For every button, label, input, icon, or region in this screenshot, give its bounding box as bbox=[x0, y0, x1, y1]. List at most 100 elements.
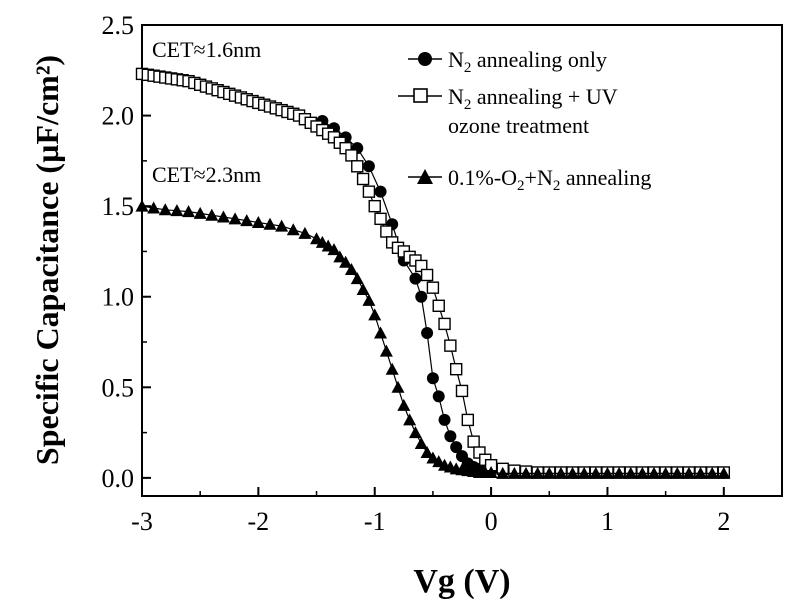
data-point bbox=[216, 210, 230, 223]
x-tick-label: 0 bbox=[485, 507, 498, 536]
data-point bbox=[426, 372, 439, 385]
legend-label-3: 0.1%-O2+N2 annealing bbox=[448, 165, 651, 194]
legend-item-o2: 0.1%-O2+N2 annealing bbox=[408, 165, 651, 194]
data-point bbox=[240, 214, 254, 227]
x-axis-title: Vg (V) bbox=[413, 563, 510, 600]
data-point bbox=[391, 380, 405, 393]
data-point bbox=[275, 219, 289, 232]
data-point bbox=[624, 466, 638, 479]
data-point bbox=[519, 466, 533, 479]
data-point bbox=[682, 466, 696, 479]
data-point bbox=[432, 390, 445, 403]
legend-marker-open-square bbox=[413, 88, 428, 103]
data-point bbox=[385, 362, 399, 375]
data-point bbox=[694, 466, 708, 479]
series-line bbox=[141, 205, 724, 474]
annotation-cet-1: CET≈1.6nm bbox=[152, 37, 261, 62]
y-tick-label: 1.0 bbox=[102, 283, 135, 312]
data-point bbox=[659, 466, 673, 479]
data-point bbox=[444, 430, 457, 443]
data-point bbox=[438, 317, 451, 331]
data-point bbox=[444, 339, 457, 352]
data-point bbox=[420, 268, 434, 282]
data-point bbox=[496, 466, 510, 479]
x-tick-label: 2 bbox=[717, 507, 730, 536]
data-point bbox=[251, 215, 265, 228]
y-tick-label: 2.0 bbox=[102, 102, 135, 131]
data-point bbox=[461, 413, 475, 427]
data-point bbox=[507, 466, 521, 479]
data-point bbox=[449, 362, 463, 376]
data-point bbox=[408, 426, 422, 439]
data-point bbox=[147, 201, 161, 214]
series-line bbox=[322, 120, 724, 473]
data-point bbox=[193, 206, 207, 219]
data-point bbox=[356, 282, 370, 295]
series-2 bbox=[135, 67, 731, 479]
data-point bbox=[670, 466, 684, 479]
x-tick-label: -1 bbox=[364, 507, 386, 536]
legend-label-2-line2: ozone treatment bbox=[448, 113, 589, 138]
data-point bbox=[420, 446, 434, 459]
data-point bbox=[635, 466, 649, 479]
data-point bbox=[333, 250, 347, 263]
data-point bbox=[339, 255, 353, 268]
data-point bbox=[421, 326, 434, 339]
data-point bbox=[380, 225, 393, 238]
data-point bbox=[368, 199, 381, 213]
data-point bbox=[409, 272, 422, 285]
data-point bbox=[298, 226, 312, 239]
x-tick-label: -2 bbox=[248, 507, 270, 536]
data-point bbox=[600, 466, 614, 479]
data-point bbox=[263, 217, 277, 230]
data-point bbox=[362, 293, 376, 306]
data-point bbox=[717, 466, 731, 479]
data-point bbox=[344, 263, 358, 276]
data-point bbox=[484, 465, 498, 478]
data-point bbox=[438, 413, 451, 426]
annotation-cet-2: CET≈2.3nm bbox=[152, 162, 261, 187]
data-point bbox=[205, 208, 219, 221]
y-tick-label: 0.0 bbox=[102, 464, 135, 493]
axis-ticks: -3 -2 -1 0 1 2 0.0 0.5 1.0 1.5 2.0 2.5 bbox=[102, 11, 731, 536]
data-point bbox=[362, 160, 375, 173]
y-tick-label: 2.5 bbox=[102, 11, 135, 40]
data-point bbox=[531, 466, 545, 479]
y-tick-label: 0.5 bbox=[102, 373, 135, 402]
data-point bbox=[415, 290, 428, 303]
series-layer bbox=[135, 67, 731, 479]
series-1 bbox=[316, 115, 730, 479]
data-point bbox=[170, 204, 184, 217]
data-point bbox=[554, 466, 568, 479]
data-point bbox=[379, 344, 393, 357]
data-point bbox=[345, 149, 358, 162]
legend-marker-filled-triangle bbox=[417, 169, 433, 184]
y-tick-label: 1.5 bbox=[102, 192, 135, 221]
data-point bbox=[374, 212, 387, 226]
data-point bbox=[589, 466, 603, 479]
data-point bbox=[403, 413, 417, 426]
legend-label-2: N2 annealing + UV bbox=[448, 84, 618, 113]
data-point bbox=[414, 436, 428, 449]
plot-frame bbox=[141, 24, 783, 497]
data-point bbox=[350, 272, 364, 285]
data-point bbox=[705, 466, 719, 479]
x-tick-label: 1 bbox=[601, 507, 614, 536]
data-point bbox=[327, 243, 341, 256]
data-point bbox=[356, 172, 370, 186]
legend-item-n2-uv: N2 annealing + UV ozone treatment bbox=[398, 84, 618, 138]
legend: N2 annealing only N2 annealing + UV ozon… bbox=[398, 47, 651, 194]
legend-marker-filled-circle bbox=[418, 52, 432, 66]
data-point bbox=[566, 466, 580, 479]
data-point bbox=[455, 384, 469, 398]
series-3 bbox=[135, 199, 731, 479]
legend-item-n2-only: N2 annealing only bbox=[408, 47, 607, 76]
data-point bbox=[182, 205, 196, 218]
x-tick-label: -3 bbox=[131, 507, 153, 536]
data-point bbox=[286, 223, 300, 236]
data-point bbox=[542, 466, 556, 479]
data-point bbox=[450, 441, 463, 454]
data-point bbox=[374, 185, 387, 198]
data-point bbox=[362, 185, 376, 198]
